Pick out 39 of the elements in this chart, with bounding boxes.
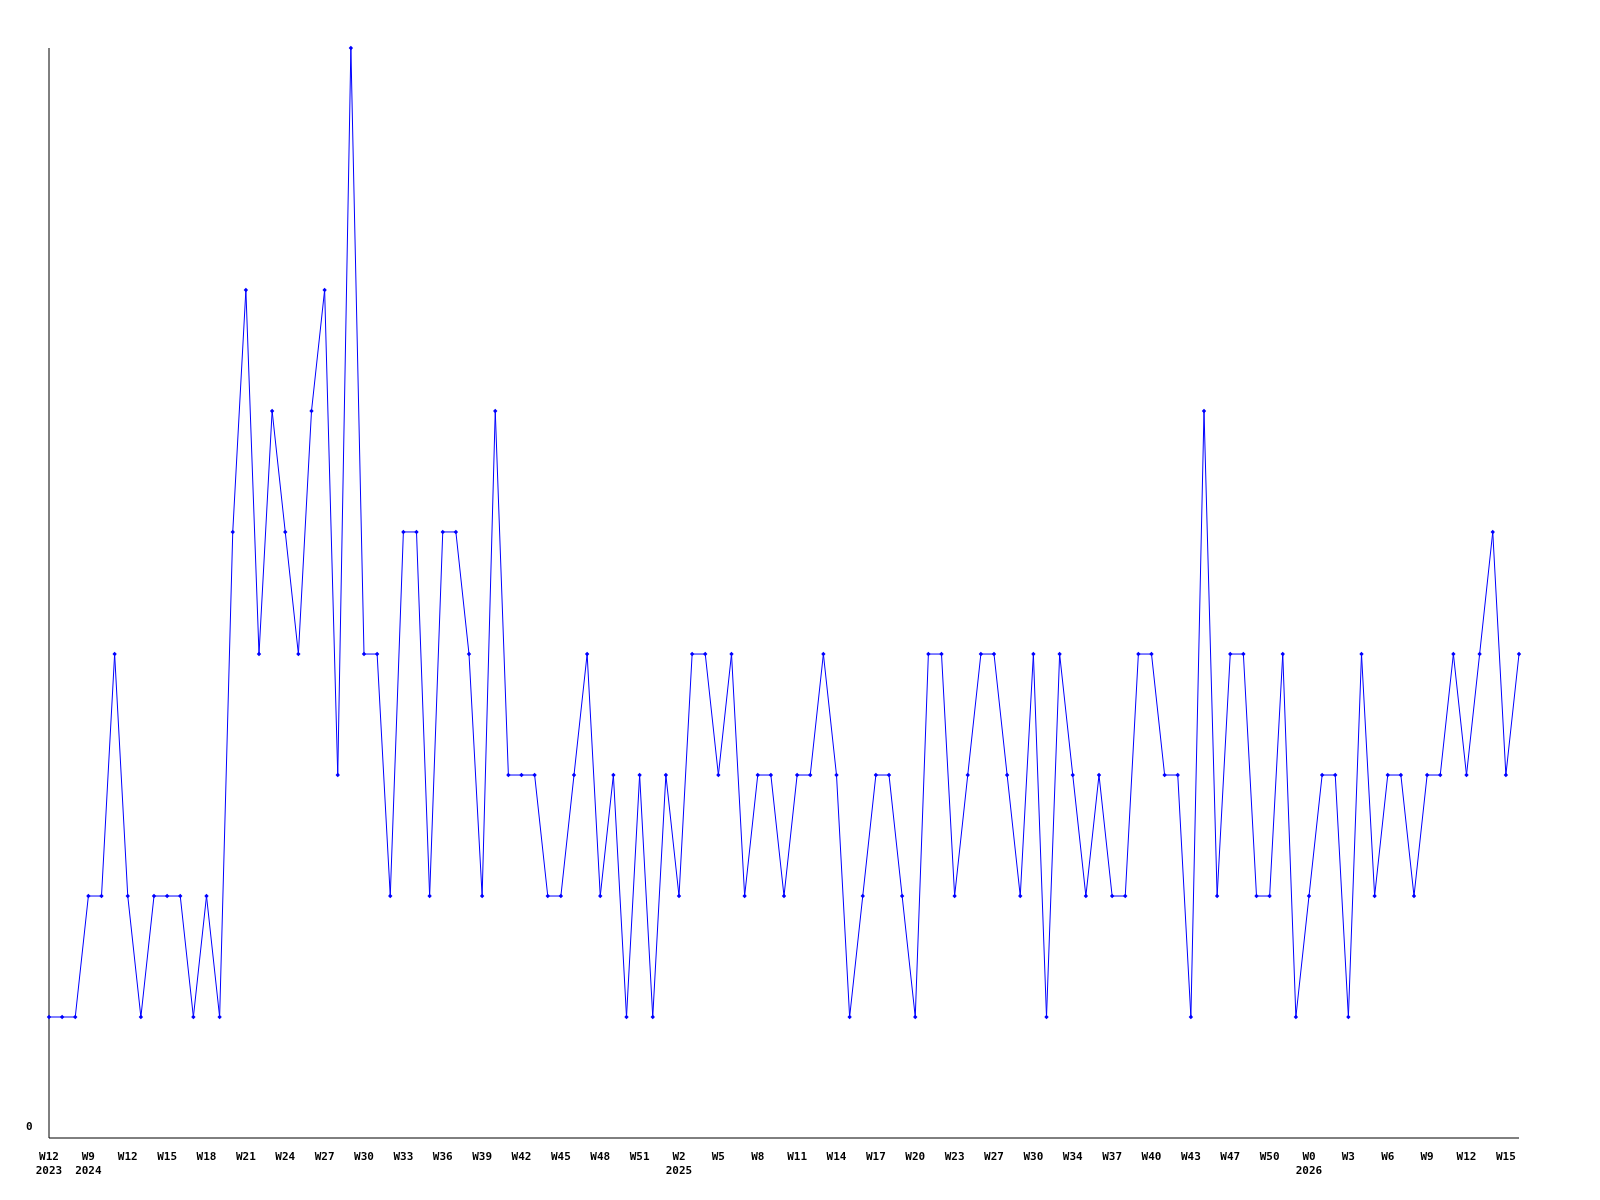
x-tick-label: W12 [1456,1150,1477,1163]
x-tick-label: W48 [590,1150,611,1163]
x-tick-label: W2 2025 [665,1150,693,1177]
x-tick-label: W21 [235,1150,257,1163]
x-tick-label: W11 [787,1150,808,1163]
x-tick-label: W23 [944,1150,965,1163]
x-tick-label: W45 [550,1150,571,1163]
text: 0 [26,1120,33,1133]
x-tick-label: W27 [984,1150,1004,1163]
x-tick-label: W15 [1495,1150,1516,1163]
x-tick-label: W9 [1420,1150,1434,1163]
x-tick-label: W30 [354,1150,374,1163]
x-tick-label: W47 [1220,1150,1241,1163]
x-tick-label: W3 [1341,1150,1355,1163]
x-tick-label: W39 [472,1150,493,1163]
x-tick-label: W17 [865,1150,886,1163]
x-tick-label: W43 [1180,1150,1201,1163]
x-tick-label: W9 2024 [75,1150,102,1177]
x-tick-label: W24 [275,1150,296,1163]
x-tick-label: W15 [157,1150,178,1163]
x-tick-label: W18 [196,1150,217,1163]
x-tick-label: W30 [1023,1150,1044,1163]
x-tick-label: W6 [1381,1150,1395,1163]
x-tick-label: W50 [1259,1150,1280,1163]
x-tick-label: W12 [117,1150,138,1163]
x-tick-label: W14 [826,1150,847,1163]
x-tick-label: W0 2026 [1295,1150,1323,1177]
x-tick-label: W27 [314,1150,335,1163]
x-tick-label: W36 [432,1150,454,1163]
x-tick-label: W8 [751,1150,765,1163]
x-tick-label: W40 [1141,1150,1162,1163]
x-tick-label: W42 [511,1150,532,1163]
x-tick-label: W37 [1102,1150,1123,1163]
x-tick-label: W5 [711,1150,725,1163]
x-tick-label: W33 [393,1150,414,1163]
x-tick-label: W51 [629,1150,650,1163]
x-tick-label: W12 2023 [35,1150,63,1177]
x-tick-label: W20 [905,1150,926,1163]
x-tick-label: W34 [1062,1150,1084,1163]
